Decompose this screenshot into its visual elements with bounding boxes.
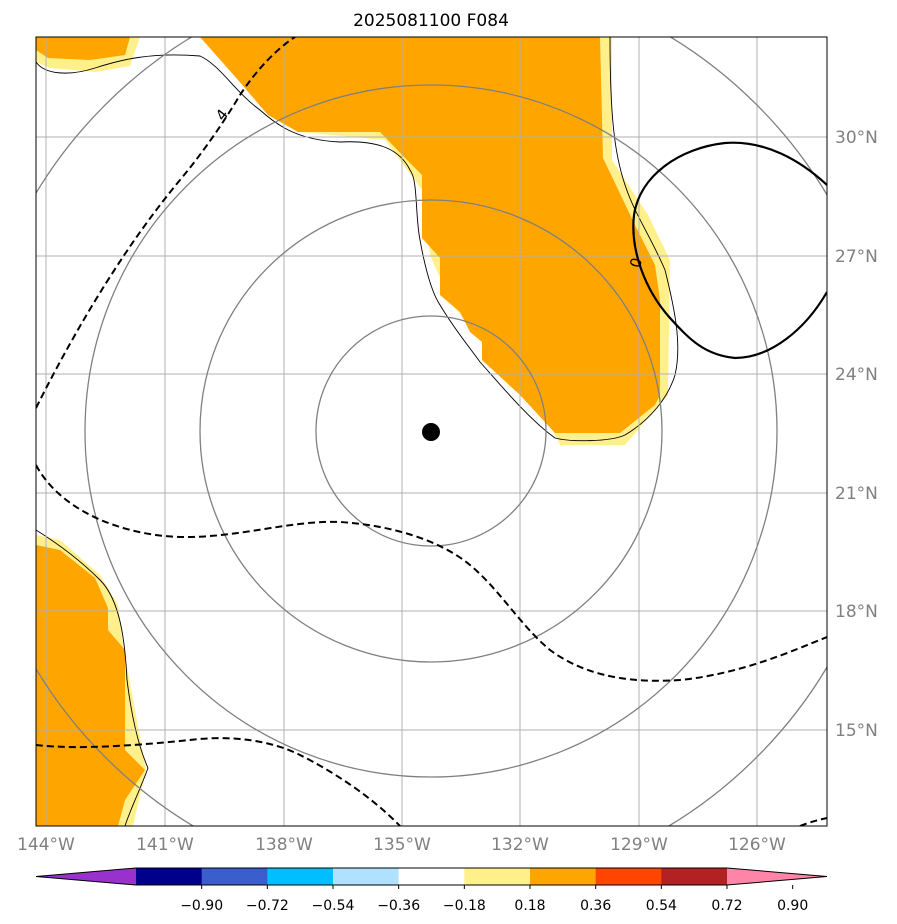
- lon-tick-label: 129°W: [610, 835, 668, 855]
- lat-tick-label: 18°N: [835, 602, 878, 622]
- lat-tick-label: 15°N: [835, 721, 878, 741]
- lat-tick-label: 21°N: [835, 484, 878, 504]
- plot-area: 4 0: [36, 37, 827, 826]
- colorbar-segment: [595, 868, 662, 885]
- colorbar-segment: [398, 868, 465, 885]
- colorbar-segment: [136, 868, 203, 885]
- colorbar-label: 0.36: [580, 898, 611, 914]
- lon-tick-label: 141°W: [136, 835, 194, 855]
- contour-lower-2: [36, 737, 401, 826]
- range-ring-2: [199, 199, 663, 663]
- range-ring-1: [315, 315, 547, 547]
- lat-tick-label: 27°N: [835, 247, 878, 267]
- lat-tick-labels: 30°N 27°N 24°N 21°N 18°N 15°N: [835, 128, 878, 741]
- dashed-contours: [36, 37, 827, 826]
- storm-center-marker: [422, 423, 440, 441]
- lon-tick-label: 144°W: [17, 835, 75, 855]
- colorbar: −0.90 −0.72 −0.54 −0.36 −0.18 0.18 0.36 0.54 0.7…: [35, 867, 828, 914]
- colorbar-label: 0.18: [514, 898, 545, 914]
- colorbar-label: 0.90: [777, 898, 808, 914]
- colorbar-segment: [530, 868, 597, 885]
- contour-lower-1: [36, 464, 827, 682]
- figure-title: 2025081100 F084: [353, 11, 509, 31]
- colorbar-label: −0.54: [312, 898, 355, 914]
- lon-tick-labels: 144°W 141°W 138°W 135°W 132°W 129°W 126°…: [17, 835, 786, 855]
- lat-gridlines: [36, 136, 827, 731]
- contour-label-4: 4: [212, 106, 232, 125]
- contour-0: [632, 141, 827, 360]
- colorbar-segment: [333, 868, 400, 885]
- colorbar-extend-high: [727, 868, 827, 885]
- lat-tick-label: 24°N: [835, 365, 878, 385]
- range-ring-3: [84, 84, 778, 778]
- colorbar-label: 0.72: [711, 898, 742, 914]
- range-rings: [36, 37, 827, 826]
- shaded-field: [36, 37, 660, 826]
- lon-tick-label: 135°W: [373, 835, 431, 855]
- lon-tick-label: 132°W: [491, 835, 549, 855]
- colorbar-segment: [661, 868, 728, 885]
- map-frame: [35, 36, 828, 827]
- colorbar-segment: [201, 868, 268, 885]
- contour-4: [36, 37, 296, 409]
- lon-tick-label: 138°W: [255, 835, 313, 855]
- lat-tick-label: 30°N: [835, 128, 878, 148]
- lon-tick-label: 126°W: [728, 835, 786, 855]
- contour-lower-3: [799, 817, 827, 826]
- colorbar-segment: [464, 868, 531, 885]
- colorbar-outline: [35, 867, 828, 886]
- contour-label-0: 0: [626, 256, 646, 270]
- colorbar-segment: [267, 868, 334, 885]
- colorbar-label: 0.54: [646, 898, 677, 914]
- colorbar-label: −0.72: [246, 898, 289, 914]
- colorbar-label: −0.36: [377, 898, 420, 914]
- colorbar-label: −0.18: [443, 898, 486, 914]
- colorbar-extend-low: [36, 868, 136, 885]
- lon-gridlines: [45, 37, 758, 826]
- colorbar-label: −0.90: [180, 898, 223, 914]
